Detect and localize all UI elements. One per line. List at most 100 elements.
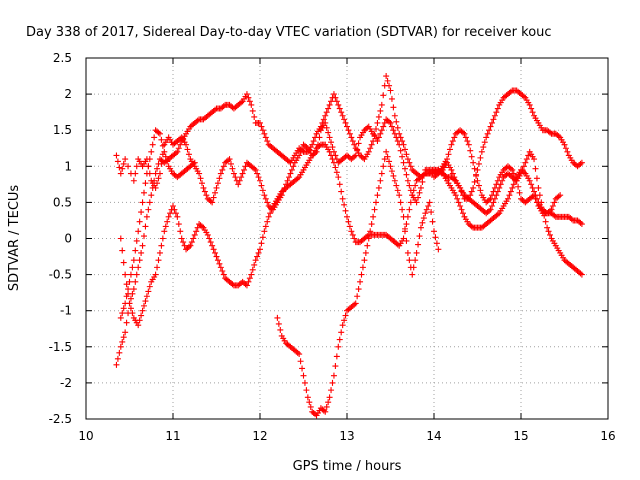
data-point [475, 182, 482, 189]
data-point [384, 77, 391, 84]
data-point [386, 82, 393, 89]
data-point [230, 170, 237, 177]
data-point [139, 199, 146, 206]
data-point [148, 148, 155, 155]
data-point [368, 141, 375, 148]
data-point [403, 171, 410, 178]
data-point [261, 228, 268, 235]
data-point [357, 278, 364, 285]
data-point [312, 411, 319, 418]
data-point [506, 192, 513, 199]
data-point [151, 134, 158, 141]
data-point [464, 138, 471, 145]
data-point [417, 184, 424, 191]
data-point [478, 148, 485, 155]
data-point [199, 180, 205, 187]
data-point [212, 249, 219, 256]
data-point [143, 213, 150, 220]
data-point [335, 343, 342, 350]
data-point [264, 199, 271, 206]
data-point [509, 166, 516, 173]
data-point [493, 109, 500, 116]
data-point [404, 156, 411, 163]
data-point [149, 141, 156, 148]
data-point [125, 163, 132, 170]
data-point [378, 101, 385, 108]
data-point [377, 177, 384, 184]
data-point [420, 215, 427, 222]
data-point [138, 249, 145, 256]
data-point [120, 160, 127, 167]
data-point [309, 141, 316, 148]
data-point [390, 127, 397, 134]
data-point [491, 112, 498, 119]
data-point [307, 403, 314, 410]
data-point [274, 314, 281, 321]
data-point [261, 130, 268, 137]
data-point [155, 175, 162, 182]
data-point [119, 247, 126, 254]
data-point [132, 247, 139, 254]
data-point [399, 138, 406, 145]
data-point [475, 160, 482, 167]
data-point [345, 218, 352, 225]
data-point [377, 130, 384, 137]
data-point [290, 163, 297, 170]
data-point [255, 249, 262, 256]
data-point [236, 177, 243, 184]
data-point [183, 141, 190, 148]
data-point [288, 166, 295, 173]
data-point [426, 199, 433, 206]
data-point [277, 326, 284, 333]
data-point [416, 189, 423, 196]
data-point [251, 165, 258, 172]
data-point [172, 210, 179, 217]
data-point [306, 399, 313, 406]
data-point [294, 175, 301, 182]
data-point [477, 187, 484, 194]
data-point [257, 119, 263, 126]
data-point [117, 314, 124, 321]
data-point [333, 98, 340, 105]
x-axis-label: GPS time / hours [293, 459, 402, 474]
data-point [133, 271, 140, 278]
data-point [487, 123, 494, 130]
data-point [455, 199, 462, 206]
data-point [261, 192, 268, 199]
data-point [394, 187, 401, 194]
data-point [191, 159, 198, 166]
data-point [262, 223, 269, 230]
data-point [154, 165, 161, 172]
data-point [374, 192, 381, 199]
data-point [342, 119, 349, 126]
data-point [249, 266, 256, 273]
data-point [547, 231, 553, 238]
data-point [423, 206, 430, 213]
data-point [378, 170, 385, 177]
y-tick-label: -2.5 [49, 412, 72, 426]
data-point [509, 184, 516, 191]
data-point [451, 174, 458, 181]
data-point [393, 118, 400, 125]
data-point [541, 212, 548, 219]
data-point [403, 221, 410, 228]
data-point [431, 228, 437, 235]
data-point [209, 199, 216, 206]
data-point [123, 293, 130, 300]
data-point [184, 146, 191, 153]
data-point [346, 130, 353, 137]
data-point [387, 87, 394, 94]
data-point [145, 206, 152, 213]
data-point [175, 145, 182, 152]
data-point [407, 163, 414, 170]
data-point [158, 242, 165, 249]
data-point [330, 372, 337, 379]
data-point [335, 101, 342, 108]
data-point [545, 228, 552, 235]
data-point [126, 278, 133, 285]
data-point [133, 237, 140, 244]
data-point [161, 228, 168, 235]
data-point [246, 98, 253, 105]
data-point [151, 177, 158, 184]
